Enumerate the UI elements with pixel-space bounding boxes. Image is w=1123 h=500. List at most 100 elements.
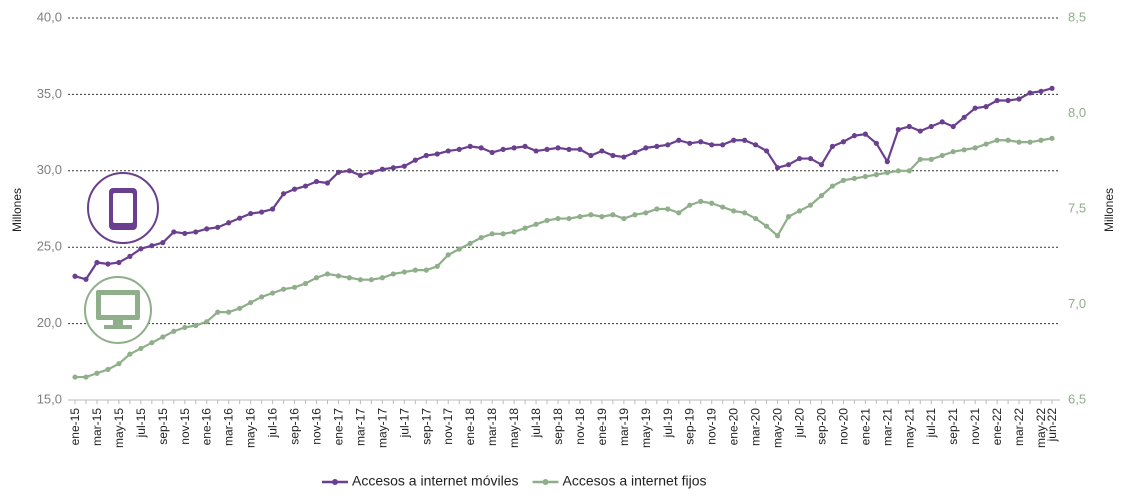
data-point — [851, 133, 858, 139]
x-tick-label: ene-18 — [463, 408, 477, 446]
data-point — [654, 206, 660, 212]
data-point — [116, 361, 122, 367]
y-tick-label: 20,0 — [37, 315, 62, 330]
data-point — [193, 322, 199, 329]
data-point — [456, 146, 462, 153]
data-point — [401, 269, 407, 275]
data-point — [72, 374, 78, 380]
data-point — [884, 159, 890, 165]
data-point — [555, 145, 561, 151]
data-point — [544, 217, 550, 224]
x-tick-label: mar-15 — [90, 408, 104, 446]
x-tick-label: nov-18 — [573, 408, 587, 445]
x-tick-label: nov-20 — [836, 408, 850, 445]
data-point — [269, 290, 276, 296]
x-tick-label: sep-20 — [814, 408, 828, 445]
data-point — [379, 275, 385, 281]
data-point — [226, 220, 232, 226]
data-point — [829, 143, 836, 149]
data-point — [928, 123, 934, 130]
x-tick-label: sep-21 — [946, 408, 960, 445]
data-point — [324, 180, 331, 186]
x-tick-label: mar-18 — [485, 408, 499, 446]
data-point — [994, 137, 1000, 143]
data-point — [939, 152, 945, 159]
data-point — [676, 210, 682, 216]
data-point — [1016, 139, 1022, 145]
x-tick-label: nov-15 — [178, 408, 192, 445]
legend-label: Accesos a internet fijos — [563, 473, 707, 489]
data-point — [544, 146, 550, 153]
data-point — [1005, 137, 1011, 143]
data-point — [511, 229, 517, 235]
x-tick-label: ene-17 — [331, 408, 345, 446]
y2-tick-label: 8,5 — [1068, 9, 1086, 24]
data-point — [753, 215, 759, 222]
x-tick-label: jul-20 — [793, 408, 807, 439]
x-tick-label: may-16 — [244, 408, 258, 448]
data-point — [138, 246, 144, 252]
data-point — [259, 294, 265, 300]
legend-label: Accesos a internet móviles — [352, 473, 519, 489]
data-point — [753, 142, 759, 148]
data-point — [709, 200, 715, 206]
data-point — [588, 152, 594, 159]
data-point — [665, 142, 671, 148]
data-point — [105, 366, 111, 373]
x-tick-label: mar-21 — [880, 408, 894, 446]
data-point — [818, 162, 825, 168]
data-point — [445, 252, 451, 258]
data-point — [566, 215, 572, 222]
x-tick-label: jul-21 — [924, 408, 938, 439]
data-point — [818, 193, 825, 199]
data-point — [226, 309, 232, 315]
x-tick-label: may-20 — [771, 408, 785, 448]
data-point — [127, 253, 133, 259]
data-point — [390, 271, 396, 277]
x-tick-label: jul-15 — [134, 408, 148, 439]
data-point — [599, 148, 605, 154]
y-tick-label: 15,0 — [37, 391, 62, 406]
data-point — [313, 178, 320, 185]
data-point — [928, 156, 934, 162]
y2-tick-label: 7,5 — [1068, 200, 1086, 215]
data-point — [500, 231, 506, 237]
y2-tick-label: 6,5 — [1068, 391, 1086, 406]
data-point — [1049, 135, 1055, 141]
data-point — [269, 206, 276, 212]
data-point — [731, 137, 737, 143]
data-point — [895, 168, 901, 174]
data-point — [643, 210, 649, 216]
data-point — [368, 169, 374, 175]
y-tick-label: 25,0 — [37, 239, 62, 254]
series-line — [74, 87, 1053, 281]
data-point — [357, 277, 364, 283]
data-point — [665, 206, 671, 212]
x-tick-label: jul-16 — [266, 408, 280, 439]
data-point — [709, 142, 715, 148]
data-point — [950, 149, 956, 155]
x-tick-label: mar-16 — [222, 408, 236, 446]
x-tick-label: sep-17 — [419, 408, 433, 445]
data-point — [182, 230, 188, 237]
data-point — [280, 286, 287, 292]
data-point — [643, 145, 649, 151]
data-point — [357, 172, 364, 178]
data-point — [1005, 97, 1011, 104]
data-point — [215, 309, 221, 315]
y-tick-label: 30,0 — [37, 162, 62, 177]
data-point — [1038, 88, 1044, 94]
data-point — [972, 105, 978, 111]
data-point — [632, 212, 638, 218]
data-point — [895, 126, 901, 133]
data-point — [533, 148, 539, 154]
data-point — [83, 276, 89, 282]
data-point — [127, 351, 133, 357]
data-point — [621, 154, 627, 160]
data-point — [171, 328, 177, 334]
x-tick-label: mar-22 — [1012, 408, 1026, 446]
data-point — [939, 119, 945, 125]
data-point — [972, 145, 978, 151]
data-point — [423, 267, 429, 273]
